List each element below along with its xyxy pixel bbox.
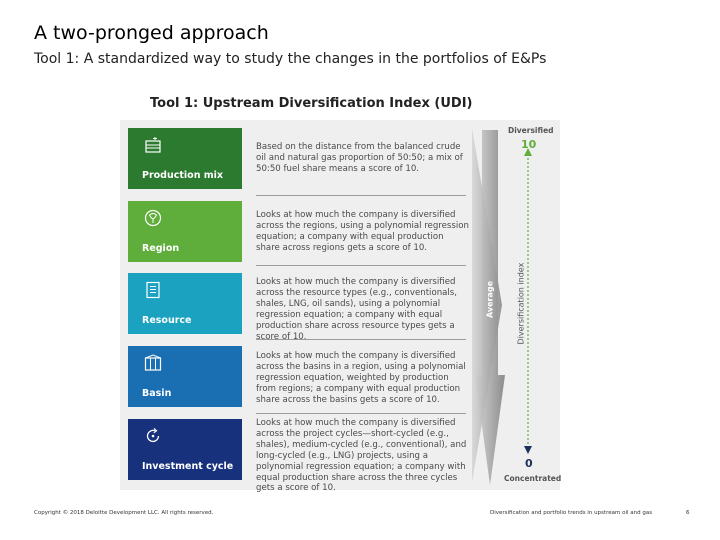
scale-bottom-value: 0 — [525, 457, 533, 470]
tile-production-mix: Production mix — [128, 128, 242, 189]
row-description: Based on the distance from the balanced … — [256, 142, 463, 174]
row-description: Looks at how much the company is diversi… — [256, 277, 458, 342]
tile-resource: Resource — [128, 273, 242, 334]
row-divider — [256, 265, 466, 266]
row-description: Looks at how much the company is diversi… — [256, 210, 469, 253]
scale-axis-label: Diversification index — [516, 262, 526, 345]
scale-arrowhead-bottom — [524, 446, 532, 454]
oil-barrel-icon — [145, 137, 161, 153]
slide-title: A two-pronged approach — [34, 22, 269, 44]
row-divider — [256, 195, 466, 196]
tile-region: Region — [128, 201, 242, 262]
average-arrow-wedge — [472, 128, 502, 482]
row-description: Looks at how much the company is diversi… — [256, 351, 466, 405]
tile-label: Basin — [142, 388, 172, 399]
tile-basin: Basin — [128, 346, 242, 407]
basin-icon — [144, 354, 162, 371]
globe-icon — [144, 209, 162, 227]
scale-top-value: 10 — [521, 138, 537, 151]
row-divider — [256, 339, 466, 340]
cycle-icon — [146, 428, 160, 443]
average-arrow-graphic — [472, 128, 532, 485]
slide-subtitle: Tool 1: A standardized way to study the … — [34, 51, 547, 67]
scale-arrowhead-top — [524, 148, 532, 156]
footer-page-number: 6 — [686, 510, 690, 516]
average-label: Average — [485, 280, 495, 319]
figure-caption: Tool 1: Upstream Diversification Index (… — [150, 96, 473, 111]
tile-label: Region — [142, 243, 180, 254]
tile-label: Investment cycle — [142, 461, 234, 472]
document-icon — [146, 281, 160, 299]
footer-copyright: Copyright © 2018 Deloitte Development LL… — [34, 510, 214, 516]
scale-bottom-label: Concentrated — [504, 474, 562, 483]
tile-investment-cycle: Investment cycle — [128, 419, 242, 480]
scale-top-label: Diversified — [508, 126, 554, 135]
row-divider — [256, 413, 466, 414]
tile-label: Production mix — [142, 170, 224, 181]
footer-doc-title: Diversification and portfolio trends in … — [490, 510, 653, 516]
udi-figure: Production mix Based on the distance fro… — [120, 120, 562, 493]
row-description: Looks at how much the company is diversi… — [256, 418, 467, 494]
tile-label: Resource — [142, 315, 192, 326]
